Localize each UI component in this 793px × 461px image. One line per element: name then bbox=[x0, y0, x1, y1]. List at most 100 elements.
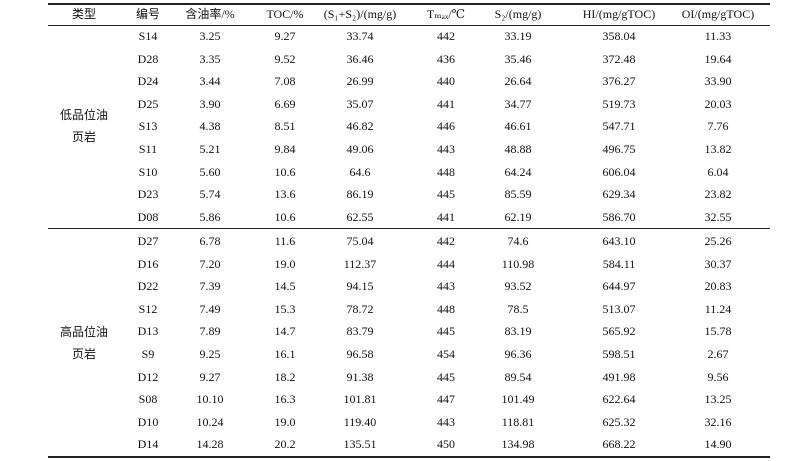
table-cell: 19.0 bbox=[274, 256, 296, 271]
table-cell: 78.72 bbox=[346, 301, 374, 316]
table-cell: 519.73 bbox=[602, 96, 636, 111]
table-cell: 94.15 bbox=[346, 279, 374, 294]
header-cell: OI/(mg/gTOC) bbox=[681, 7, 755, 21]
table-cell: D10 bbox=[137, 414, 159, 429]
table-cell: 644.97 bbox=[602, 279, 636, 294]
table-cell: 26.99 bbox=[346, 74, 374, 89]
table-cell: S11 bbox=[138, 142, 158, 156]
header-cell: 编号 bbox=[135, 7, 160, 21]
table-cell: 18.2 bbox=[274, 369, 296, 384]
table-cell: 23.82 bbox=[704, 187, 732, 202]
table-cell: D25 bbox=[137, 96, 159, 111]
table-cell: 9.84 bbox=[274, 142, 296, 156]
table-cell: 441 bbox=[437, 209, 455, 224]
table-cell: 119.40 bbox=[343, 414, 377, 429]
table-cell: 14.7 bbox=[274, 324, 296, 339]
table-cell: 19.0 bbox=[274, 414, 296, 429]
table-cell: 14.90 bbox=[704, 437, 732, 452]
table-cell: 93.52 bbox=[504, 279, 532, 294]
table-cell: 78.5 bbox=[507, 301, 529, 316]
table-cell: 5.86 bbox=[199, 209, 221, 224]
table-cell: 33.19 bbox=[504, 29, 532, 43]
table-cell: 5.74 bbox=[199, 187, 221, 202]
table-cell: 376.27 bbox=[602, 74, 636, 89]
table-cell: 7.89 bbox=[199, 324, 221, 339]
table-cell: 442 bbox=[437, 29, 455, 43]
header-cell: S₂/(mg/g) bbox=[494, 7, 542, 21]
table-cell: 118.81 bbox=[501, 414, 535, 429]
group-label: 高品位油页岩 bbox=[59, 324, 108, 361]
table-cell: 447 bbox=[437, 392, 455, 407]
table-cell: 85.59 bbox=[504, 187, 532, 202]
table-cell: 496.75 bbox=[602, 142, 636, 156]
table-cell: 32.16 bbox=[704, 414, 732, 429]
table-cell: 4.38 bbox=[199, 119, 221, 134]
table-cell: 135.51 bbox=[343, 437, 377, 452]
table-cell: D24 bbox=[137, 74, 159, 89]
top-rule bbox=[48, 3, 770, 5]
table-cell: 75.04 bbox=[346, 234, 374, 248]
table-cell: 83.19 bbox=[504, 324, 532, 339]
table-cell: 11.24 bbox=[704, 301, 732, 316]
table-cell: 46.61 bbox=[504, 119, 532, 134]
header-cell: HI/(mg/gTOC) bbox=[582, 7, 656, 21]
table-cell: D16 bbox=[137, 256, 159, 271]
table-cell: 36.46 bbox=[346, 51, 374, 66]
table-cell: 2.67 bbox=[707, 347, 729, 361]
table-cell: 15.3 bbox=[274, 301, 296, 316]
table-cell: 48.88 bbox=[504, 142, 532, 156]
table-cell: 450 bbox=[437, 437, 455, 452]
table-cell: D13 bbox=[137, 324, 159, 339]
table-cell: 26.64 bbox=[504, 74, 532, 89]
table-cell: 10.6 bbox=[274, 164, 296, 179]
table-cell: 7.76 bbox=[707, 119, 729, 134]
table-cell: 513.07 bbox=[602, 301, 636, 316]
table-cell: 440 bbox=[437, 74, 455, 89]
table-cell: D14 bbox=[137, 437, 159, 452]
table-cell: 74.6 bbox=[507, 234, 529, 248]
table-cell: 584.11 bbox=[602, 256, 636, 271]
table-cell: 625.32 bbox=[602, 414, 636, 429]
table-cell: 101.81 bbox=[343, 392, 377, 407]
table-cell: 20.03 bbox=[704, 96, 732, 111]
table-cell: 586.70 bbox=[602, 209, 636, 224]
table-cell: 6.04 bbox=[707, 164, 729, 179]
table-cell: 446 bbox=[437, 119, 455, 134]
table-cell: 443 bbox=[437, 414, 455, 429]
table-cell: 13.25 bbox=[704, 392, 732, 407]
table-cell: 14.5 bbox=[274, 279, 296, 294]
table-cell: 110.98 bbox=[501, 256, 535, 271]
table-cell: 491.98 bbox=[602, 369, 636, 384]
table-cell: 443 bbox=[437, 279, 455, 294]
table-cell: 7.08 bbox=[274, 74, 296, 89]
table-cell: 9.56 bbox=[707, 369, 729, 384]
table-cell: D27 bbox=[137, 234, 159, 248]
table-cell: 454 bbox=[437, 347, 455, 361]
table-cell: 34.77 bbox=[504, 96, 532, 111]
bottom-rule bbox=[48, 456, 770, 458]
table-cell: D12 bbox=[137, 369, 159, 384]
table-cell: 16.1 bbox=[274, 347, 296, 361]
group-label: 低品位油页岩 bbox=[59, 108, 108, 145]
table-cell: 11.6 bbox=[274, 234, 296, 248]
table-cell: 33.74 bbox=[346, 29, 374, 43]
table-cell: 19.64 bbox=[704, 51, 732, 66]
table-cell: 445 bbox=[437, 324, 455, 339]
table-cell: 3.35 bbox=[199, 51, 221, 66]
table-cell: 16.3 bbox=[274, 392, 296, 407]
table-cell: S13 bbox=[138, 119, 158, 134]
table-cell: 14.28 bbox=[196, 437, 224, 452]
table-cell: 6.69 bbox=[274, 96, 296, 111]
table-cell: 7.20 bbox=[199, 256, 221, 271]
table-cell: 64.6 bbox=[349, 164, 371, 179]
table-cell: 436 bbox=[437, 51, 455, 66]
table-cell: 5.21 bbox=[199, 142, 221, 156]
table-cell: 622.64 bbox=[602, 392, 636, 407]
table-cell: 441 bbox=[437, 96, 455, 111]
table-cell: 20.2 bbox=[274, 437, 296, 452]
table-cell: 6.78 bbox=[199, 234, 221, 248]
table-cell: S08 bbox=[138, 392, 158, 407]
table-cell: 9.27 bbox=[199, 369, 221, 384]
table-cell: D23 bbox=[137, 187, 159, 202]
